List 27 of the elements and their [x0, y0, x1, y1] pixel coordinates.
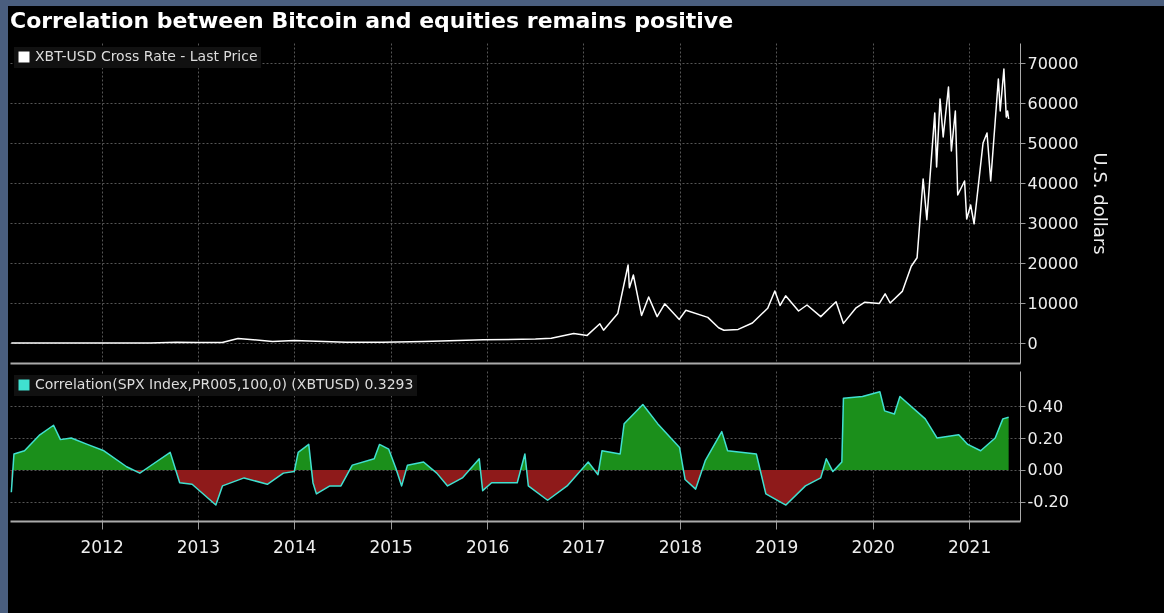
- x-tick-label: 2013: [176, 536, 221, 557]
- y-tick-label: 40000: [1027, 173, 1079, 193]
- y-tick-label: 60000: [1027, 93, 1079, 113]
- y-tick-label: 10000: [1027, 293, 1079, 313]
- y-axis-title: U.S. dollars: [1090, 152, 1112, 255]
- x-tick-label: 2016: [466, 536, 510, 557]
- y-tick-label: 30000: [1027, 213, 1079, 233]
- line-series: [10, 68, 1010, 344]
- x-tick-label: 2017: [562, 536, 606, 557]
- y-tick-label: 0: [1027, 333, 1038, 353]
- x-tick-label: 2015: [369, 536, 413, 557]
- y-tick-label: 20000: [1027, 253, 1079, 273]
- y-tick-label: 0.40: [1027, 396, 1064, 416]
- chart-title: Correlation between Bitcoin and equities remains positive: [10, 8, 734, 33]
- legend-label: XBT-USD Cross Rate - Last Price: [35, 48, 258, 64]
- x-tick-label: 2019: [755, 536, 799, 557]
- y-tick-label: 50000: [1027, 133, 1079, 153]
- x-tick-label: 2018: [658, 536, 702, 557]
- y-tick-label: 70000: [1027, 53, 1079, 73]
- y-tick-label: 0.20: [1027, 428, 1064, 448]
- x-tick-label: 2012: [80, 536, 124, 557]
- legend-label: Correlation(SPX Index,PR005,100,0) (XBTUSD) 0.3293: [35, 376, 414, 392]
- x-tick-label: 2021: [947, 536, 992, 557]
- x-tick-label: 2014: [273, 536, 317, 557]
- x-tick-label: 2020: [851, 536, 895, 557]
- y-tick-label: -0.20: [1027, 492, 1069, 512]
- y-tick-label: 0.00: [1027, 460, 1064, 480]
